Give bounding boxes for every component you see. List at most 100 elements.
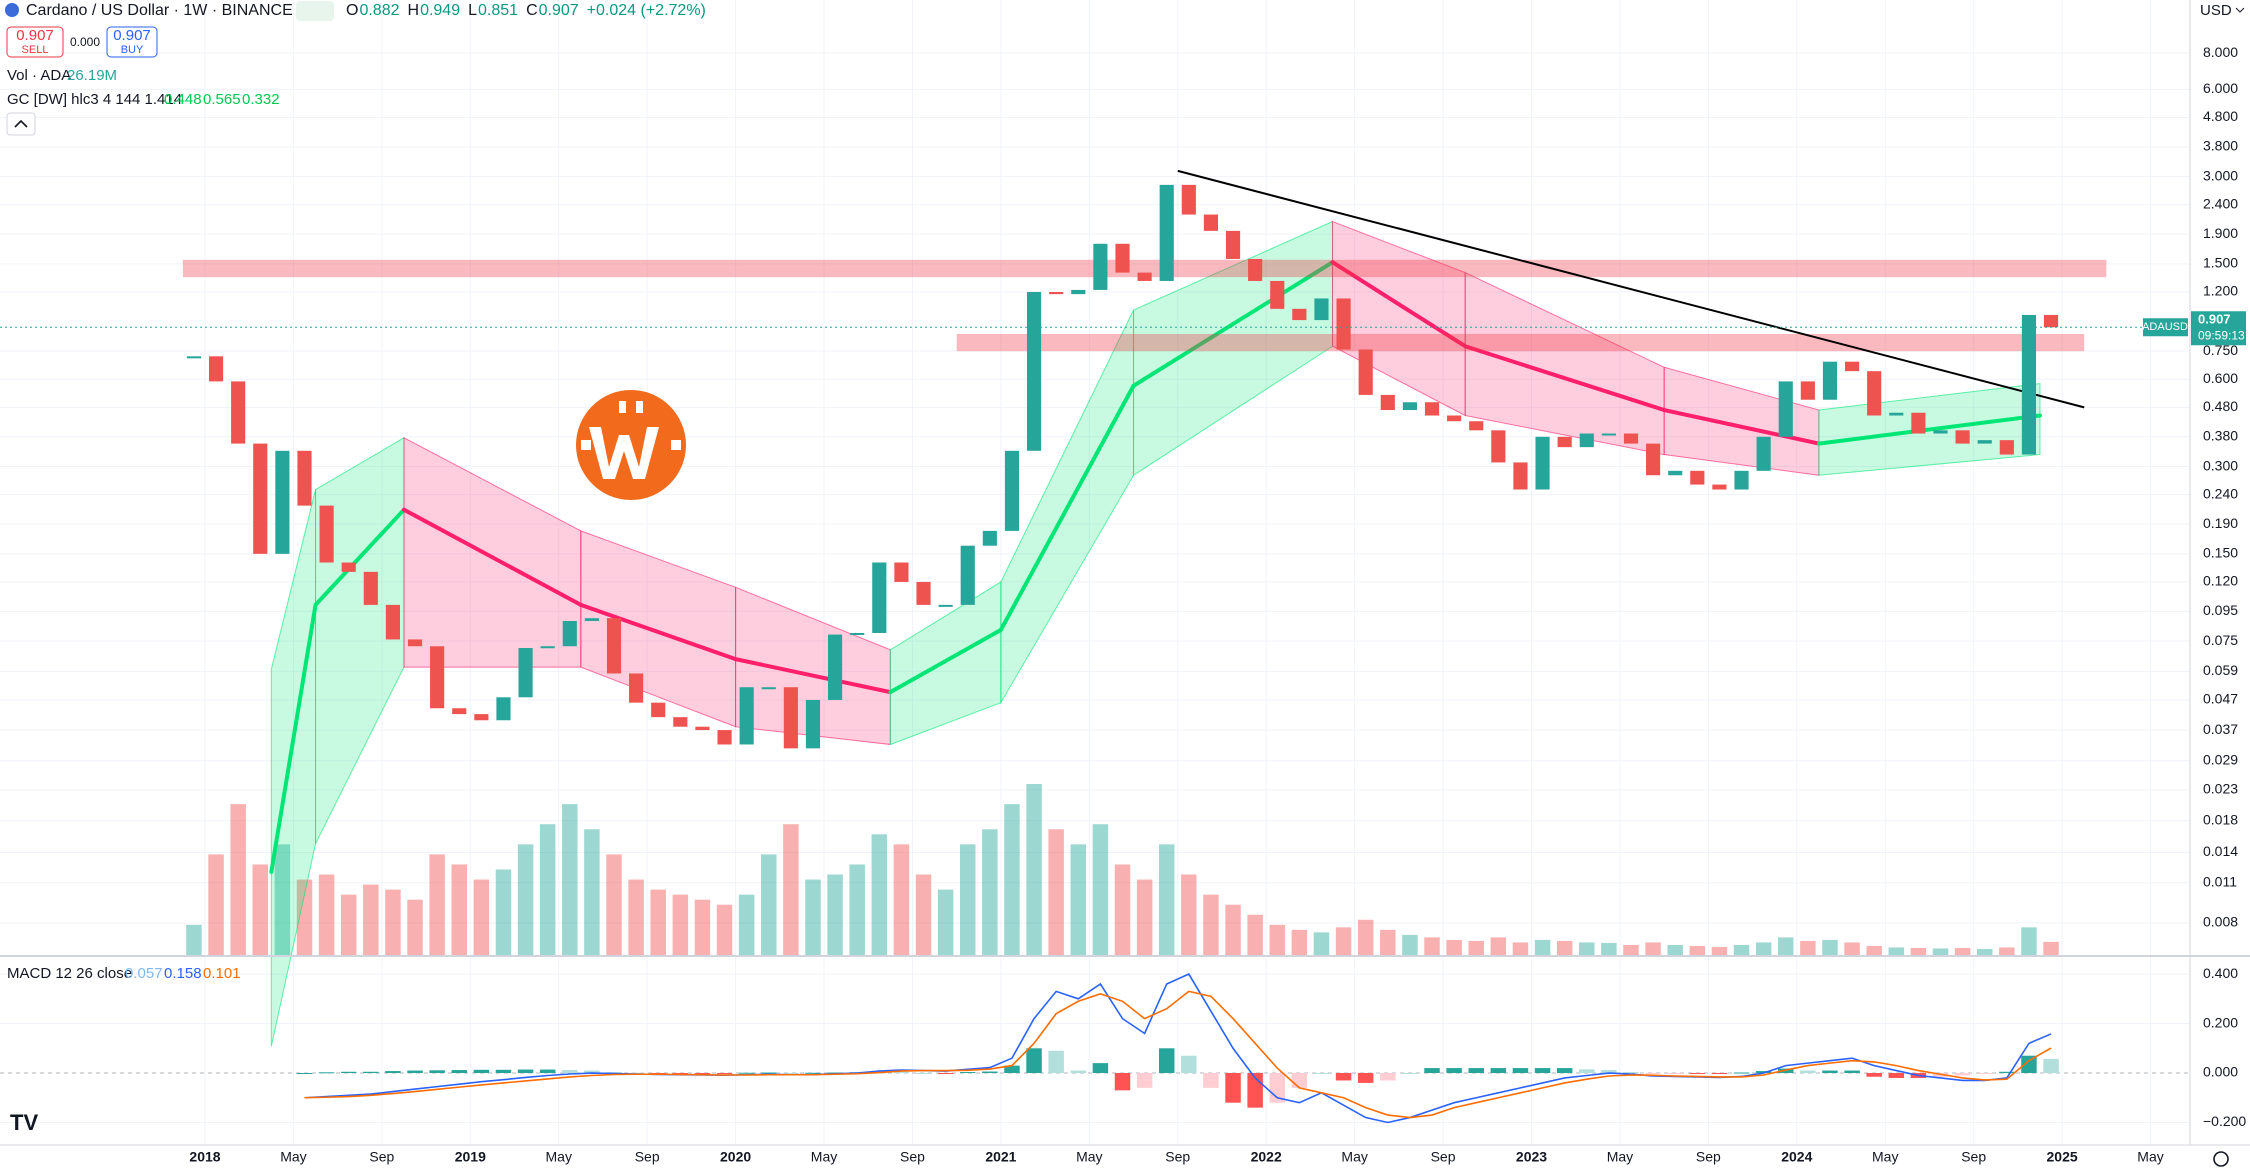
candle [1049,292,1064,295]
volume-bar [1092,824,1109,955]
macd-histogram-bar [429,1070,445,1074]
candle [518,648,533,698]
y-tick-label: 1.900 [2203,225,2238,241]
volume-bar [1313,932,1330,955]
macd-histogram-bar [1402,1073,1418,1075]
macd-histogram-bar [761,1072,777,1074]
resistance-zone [182,259,2107,278]
macd-histogram-bar [1181,1055,1197,1074]
volume-bar [1203,894,1219,955]
macd-tick-label: 0.000 [2203,1064,2238,1080]
buy-price: 0.907 [113,27,151,44]
volume-bar [1778,937,1794,955]
volume-bar [407,899,423,955]
gc-value: 0.565 [203,91,241,108]
y-tick-label: 3.800 [2203,138,2238,154]
macd-histogram-bar [340,1071,357,1074]
sell-button[interactable] [6,26,64,58]
candle [1800,381,1815,400]
volume-bar [274,844,291,955]
volume-bar [1247,914,1263,955]
price-tag-countdown: 09:59:13 [2198,328,2245,342]
collapse-button[interactable] [6,112,36,136]
macd-histogram-bar [915,1073,932,1075]
macd-histogram-bar [1822,1070,1838,1074]
candle [2043,314,2059,328]
macd-histogram-bar [959,1072,976,1074]
macd-tick-label: 0.400 [2203,965,2238,981]
y-tick-label: 0.600 [2203,370,2238,386]
candle [341,562,356,572]
macd-layer [296,973,2059,1124]
gc-center [1662,408,1821,446]
ohlc-legend: O 0.882 H 0.949 L 0.851 C 0.907 [346,2,579,19]
symbol-tag-bg [2143,318,2188,337]
volume-bar [252,864,269,955]
x-tick-label: Sep [900,1149,925,1165]
macd-value: 0.057 [125,965,163,982]
macd-histogram-bar [716,1073,733,1075]
candle [1955,430,1970,444]
macd-histogram-bar [539,1069,556,1074]
x-tick-label: 2021 [985,1149,1016,1165]
volume-bar [1999,947,2015,955]
volume-bar [1534,939,1551,955]
volume-bar [1026,784,1042,955]
currency-selector[interactable]: USD [2200,2,2232,19]
gc-center [401,507,583,607]
macd-histogram-bar [1888,1073,1905,1078]
macd-histogram-bar [1446,1068,1462,1074]
candle [828,634,843,700]
candle [1690,470,1705,485]
symbol-title: Cardano / US Dollar · 1W · BINANCE [26,2,293,19]
candle [761,687,776,690]
macd-histogram-bar [1601,1070,1617,1074]
candle [1646,443,1661,476]
ohlc-value: 0.949 [420,2,460,19]
candle [1203,214,1219,231]
ohlc-value: 0.907 [539,2,579,19]
y-tick-label: 0.300 [2203,457,2238,473]
macd-histogram-bar [1114,1073,1131,1091]
candle [1358,349,1373,395]
volume-bar [849,864,865,955]
candle [1535,436,1550,490]
candle [982,530,997,546]
volume-bar [1556,940,1573,955]
volume-bar [562,804,578,955]
tv-logo: TV [10,1110,38,1135]
volume-bar [363,884,379,955]
x-tick-label: Sep [369,1149,394,1165]
macd-histogram-bar [937,1073,954,1075]
candle [1756,436,1771,471]
candle [1093,243,1108,290]
volume-bar [495,869,512,955]
macd-histogram-bar [1026,1048,1042,1074]
x-tick-label: Sep [1696,1149,1721,1165]
candle [1668,470,1683,476]
y-tick-label: 0.075 [2203,632,2238,648]
y-tick-label: 4.800 [2203,108,2238,124]
macd-histogram-bar [1623,1072,1639,1074]
macd-histogram-bar [738,1072,755,1074]
macd-value: 0.158 [164,965,202,982]
volume-bar [1579,942,1595,955]
volume-bar [1335,927,1352,955]
candle [629,673,644,703]
signal-line [304,990,2052,1119]
candle [1270,280,1285,309]
volume-bar [628,879,644,955]
gc-center [1330,260,1468,349]
y-tick-label: 0.018 [2203,812,2238,828]
macd-histogram-bar [1380,1073,1396,1081]
y-tick-label: 3.000 [2203,167,2238,183]
symbol-tag: ADAUSD [2142,321,2188,333]
buy-button[interactable] [106,26,158,58]
volume-bar [982,829,998,955]
settings-icon[interactable] [2213,1151,2229,1167]
macd-histogram-bar [1800,1070,1816,1074]
x-tick-label: 2022 [1251,1149,1282,1165]
indicator-badge [296,1,334,21]
x-tick-label: May [280,1149,306,1165]
y-tick-label: 0.047 [2203,691,2238,707]
